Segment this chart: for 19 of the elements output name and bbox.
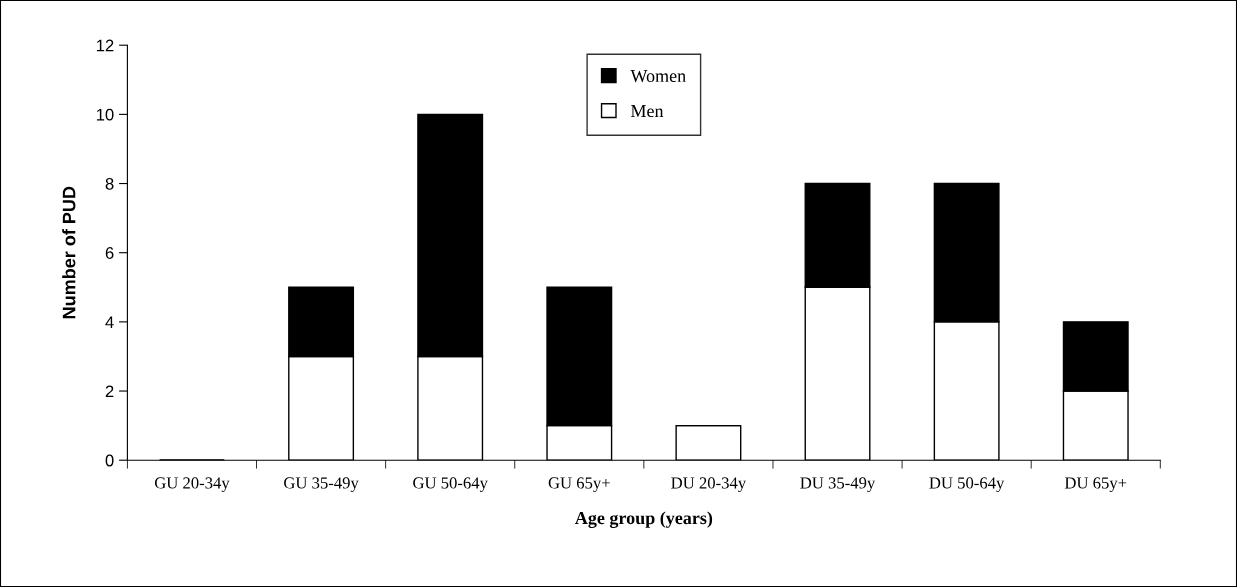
x-tick-label: GU 35-49y [284, 477, 359, 492]
y-tick-label: 8 [105, 177, 114, 190]
y-tick-label: 12 [96, 39, 114, 52]
x-axis-title: Age group (years) [574, 511, 713, 528]
y-axis-title: Number of PUD [62, 186, 76, 319]
legend-label: Men [630, 105, 664, 118]
y-tick-label: 4 [105, 316, 114, 328]
y-tick-label: 6 [105, 247, 114, 259]
y-tick-label: 2 [105, 385, 114, 398]
x-tick-label: GU 20-34y [154, 477, 230, 492]
y-tick-label: 0 [105, 454, 114, 467]
x-tick-label: DU 65y+ [1064, 477, 1127, 492]
x-tick-label: GU 50-64y [413, 477, 488, 492]
x-tick-label: GU 65y+ [548, 477, 610, 492]
x-tick-label: DU 35-49y [800, 477, 876, 492]
y-tick-label: 10 [96, 108, 114, 121]
legend-label: Women [630, 70, 686, 83]
x-tick-label: DU 20-34y [671, 477, 747, 492]
x-tick-label: DU 50-64y [929, 477, 1005, 492]
